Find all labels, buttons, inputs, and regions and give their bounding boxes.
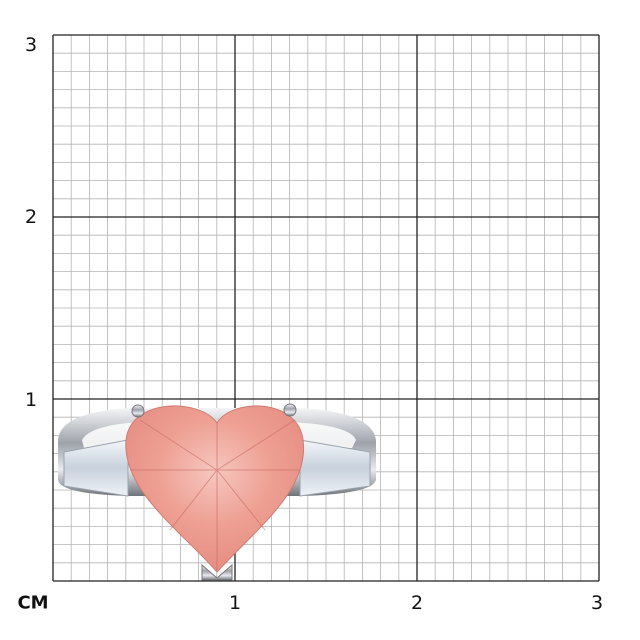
y-tick-label: 2 [24, 206, 38, 228]
heart-gem [125, 405, 305, 573]
unit-label: CM [17, 592, 49, 614]
x-tick-label: 1 [228, 592, 242, 614]
y-tick-label: 1 [24, 389, 38, 411]
prong [201, 563, 233, 581]
gem-facets [130, 419, 300, 570]
x-tick-label: 3 [590, 592, 604, 614]
x-tick-label: 2 [410, 592, 424, 614]
left-baguette-stone [63, 439, 129, 497]
right-baguette-stone [299, 439, 371, 497]
y-tick-label: 3 [24, 34, 38, 56]
prong [131, 404, 145, 418]
prong [283, 403, 297, 417]
